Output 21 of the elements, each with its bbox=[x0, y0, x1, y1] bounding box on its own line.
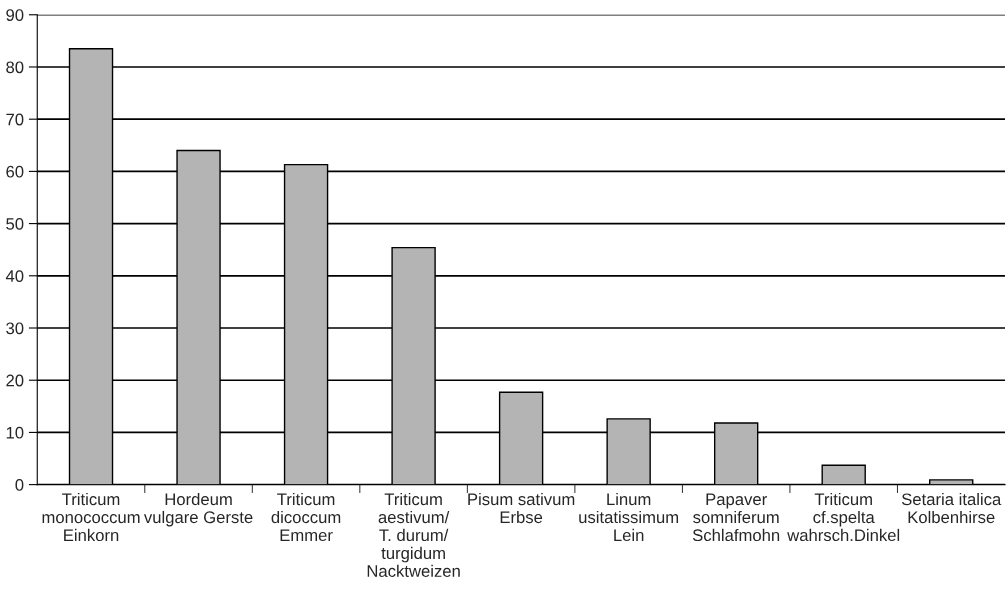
bar bbox=[821, 464, 866, 485]
x-tick-label: Triticum dicoccum Emmer bbox=[271, 492, 341, 542]
y-tick-label: 0 bbox=[15, 479, 24, 491]
x-tick-label: Triticum aestivum/ T. durum/ turgidum Nacktweizen bbox=[367, 492, 460, 577]
y-tick-label: 40 bbox=[5, 270, 24, 282]
y-tick-label: 60 bbox=[6, 165, 24, 178]
bar bbox=[929, 479, 974, 485]
y-tick-label: 10 bbox=[6, 426, 24, 439]
x-tick-label: Triticum cf.spelta wahrsch.Dinkel bbox=[787, 492, 900, 542]
y-tick-label: 50 bbox=[6, 218, 24, 230]
x-tick-label: Hordeum vulgare Gerste bbox=[143, 492, 253, 527]
y-tick-label: 90 bbox=[6, 9, 24, 21]
x-tick-label: Papaver somniferum Schlafmohn bbox=[692, 493, 780, 542]
x-tick-label: Pisum sativum Erbse bbox=[468, 492, 575, 524]
x-tick-label: Triticum monococcum Einkorn bbox=[42, 492, 140, 542]
y-tick-label: 30 bbox=[6, 322, 24, 335]
y-tick-label: 80 bbox=[6, 61, 24, 74]
y-tick-label: 70 bbox=[6, 113, 24, 126]
y-tick-label: 20 bbox=[6, 374, 24, 387]
x-tick-label: Setaria italica Kolbenhirse bbox=[901, 492, 1002, 524]
x-tick-label: Linum usitatissimum Lein bbox=[579, 492, 679, 542]
